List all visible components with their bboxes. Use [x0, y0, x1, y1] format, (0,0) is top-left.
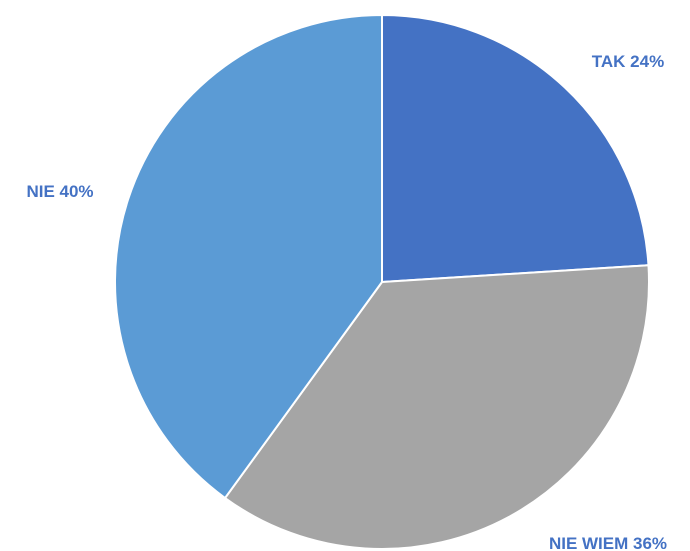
pie-slice-nie [114, 13, 383, 500]
pie-slice-tak [381, 13, 650, 284]
pie-slices [114, 13, 650, 550]
slice-label-nie-wiem: NIE WIEM 36% [549, 534, 667, 551]
slice-label-tak: TAK 24% [592, 52, 664, 71]
pie-slice-nie-wiem [223, 264, 650, 550]
pie-labels: TAK 24% NIE WIEM 36% NIE 40% [26, 52, 667, 551]
slice-label-nie: NIE 40% [26, 182, 93, 201]
